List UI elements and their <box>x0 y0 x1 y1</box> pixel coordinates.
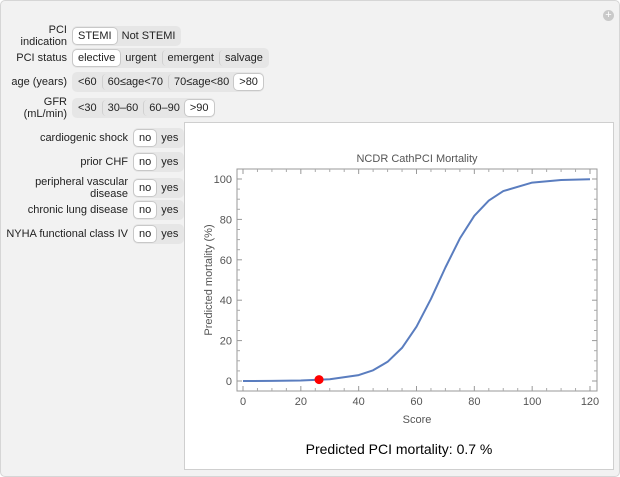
option-button[interactable]: no <box>134 226 157 242</box>
mortality-chart: NCDR CathPCI Mortality 0 20 40 60 80 100 120 0 20… <box>203 153 599 426</box>
option-button[interactable]: >80 <box>234 74 263 90</box>
control-label: chronic lung disease <box>27 204 128 216</box>
control-age-years-: age (years) <60 60≤age<70 70≤age<80 >80 <box>1 72 264 92</box>
x-tick-label: 100 <box>523 396 541 408</box>
option-button[interactable]: STEMI <box>73 28 117 44</box>
control-pci-status: PCI status elective urgent emergent salvage <box>1 48 269 68</box>
current-score-marker <box>314 375 324 385</box>
option-button[interactable]: <60 <box>78 76 97 88</box>
setter-bar: no yes <box>133 128 185 148</box>
y-axis-label: Predicted mortality (%) <box>203 224 215 335</box>
control-pci-indication: PCI indication STEMI Not STEMI <box>1 24 182 48</box>
option-button[interactable]: no <box>134 180 157 196</box>
y-tick-label: 100 <box>214 174 232 186</box>
setter-bar: <60 60≤age<70 70≤age<80 >80 <box>72 72 264 92</box>
option-button[interactable]: yes <box>161 204 179 216</box>
option-button[interactable]: yes <box>161 228 179 240</box>
plus-icon[interactable]: + <box>603 10 614 21</box>
option-button[interactable]: no <box>134 202 157 218</box>
control-chronic-lung-disease: chronic lung disease no yes <box>1 200 185 220</box>
y-tick-label: 80 <box>220 214 232 226</box>
option-button[interactable]: urgent <box>125 52 157 64</box>
control-gfr-ml-min-: GFR (mL/min) <30 30–60 60–90 >90 <box>1 96 215 120</box>
option-button[interactable]: 60≤age<70 <box>101 74 168 90</box>
y-tick-label: 40 <box>220 295 232 307</box>
x-tick-label: 40 <box>353 396 365 408</box>
control-label: GFR (mL/min) <box>23 96 67 120</box>
setter-bar: STEMI Not STEMI <box>72 26 182 46</box>
option-button[interactable]: salvage <box>218 50 268 66</box>
option-button[interactable]: elective <box>73 50 121 66</box>
setter-bar: no yes <box>133 178 185 198</box>
setter-bar: elective urgent emergent salvage <box>72 48 269 68</box>
control-label: PCI status <box>16 52 67 64</box>
option-button[interactable]: no <box>134 154 157 170</box>
setter-bar: <30 30–60 60–90 >90 <box>72 98 215 118</box>
result-text: Predicted PCI mortality: 0.7 % <box>305 441 493 457</box>
y-tick-label: 60 <box>220 255 232 267</box>
control-label: NYHA functional class IV <box>6 228 128 240</box>
control-cardiogenic-shock: cardiogenic shock no yes <box>1 128 185 148</box>
x-axis-label: Score <box>403 414 432 426</box>
option-button[interactable]: no <box>134 130 157 146</box>
setter-bar: no yes <box>133 200 185 220</box>
option-button[interactable]: emergent <box>161 50 219 66</box>
mortality-curve <box>242 178 591 382</box>
control-label: age (years) <box>11 76 67 88</box>
x-tick-label: 20 <box>295 396 307 408</box>
option-button[interactable]: >90 <box>184 100 214 116</box>
control-label: PCI indication <box>20 24 67 48</box>
option-button[interactable]: yes <box>161 132 179 144</box>
plot-frame <box>236 168 598 392</box>
control-prior-chf: prior CHF no yes <box>1 152 185 172</box>
x-tick-label: 120 <box>581 396 599 408</box>
y-tick-label: 20 <box>220 336 232 348</box>
control-peripheral-vascular-disease: peripheral vascular disease no yes <box>1 176 185 200</box>
option-button[interactable]: Not STEMI <box>121 30 176 42</box>
option-button[interactable]: yes <box>161 182 179 194</box>
chart-title: NCDR CathPCI Mortality <box>356 153 478 165</box>
y-tick-label: 0 <box>226 376 232 388</box>
control-label: peripheral vascular disease <box>35 176 128 200</box>
x-tick-label: 0 <box>240 396 246 408</box>
option-button[interactable]: yes <box>161 156 179 168</box>
setter-bar: no yes <box>133 152 185 172</box>
option-button[interactable]: 70≤age<80 <box>167 74 234 90</box>
x-tick-label: 60 <box>410 396 422 408</box>
control-label: cardiogenic shock <box>39 132 128 144</box>
x-tick-label: 80 <box>468 396 480 408</box>
option-button[interactable]: 60–90 <box>143 100 185 116</box>
option-button[interactable]: 30–60 <box>101 100 144 116</box>
control-label: prior CHF <box>80 156 128 168</box>
control-nyha-functional-class-iv: NYHA functional class IV no yes <box>1 224 185 244</box>
option-button[interactable]: <30 <box>78 102 97 114</box>
setter-bar: no yes <box>133 224 185 244</box>
plot-area: NCDR CathPCI Mortality 0 20 40 60 80 100 120 0 20… <box>184 122 614 470</box>
